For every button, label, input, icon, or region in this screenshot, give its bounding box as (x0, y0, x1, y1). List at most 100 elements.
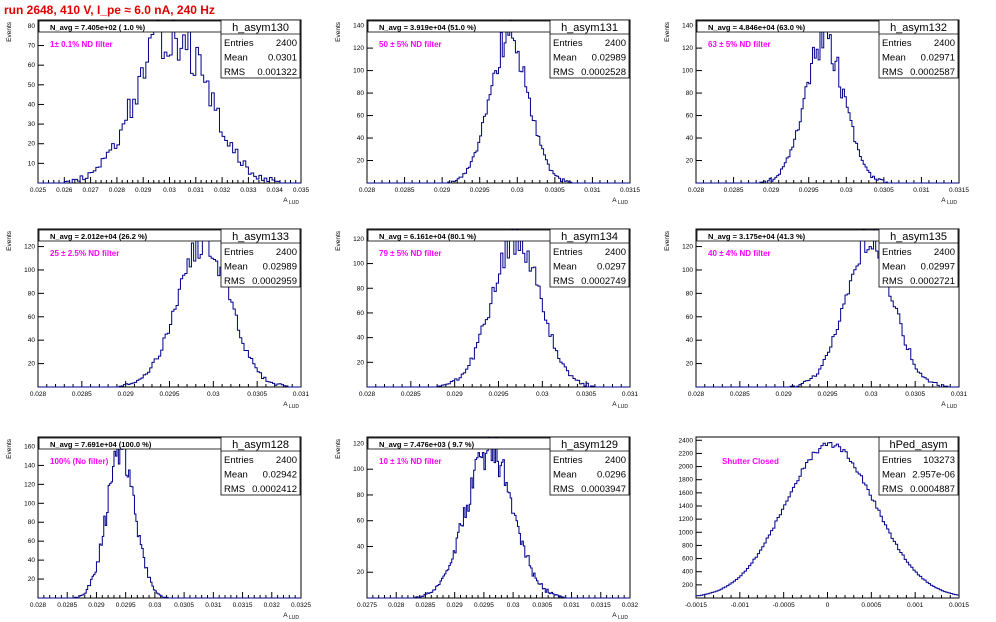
histogram-panel-h_asym130: 0.025 0.026 0.027 0.028 0.029 0.03 0.031 0.032 0… (6, 19, 310, 206)
y-axis-title: Events (6, 21, 13, 42)
y-tick-label: 40 (28, 557, 36, 564)
histogram-panel-h_asym129: 0.0275 0.028 0.0285 0.029 0.0295 0.03 0.0305 0.… (335, 436, 639, 621)
stat-label: Entries (882, 247, 912, 258)
y-tick-label: 40 (686, 337, 694, 344)
stat-label: Mean (553, 53, 577, 64)
x-tick-label: 0.0315 (591, 602, 611, 609)
histogram-line (38, 439, 301, 599)
stat-value: 2400 (605, 38, 626, 49)
histogram-line (696, 442, 959, 597)
y-tick-label: 40 (357, 335, 365, 342)
stats-box (220, 436, 301, 496)
stat-value: 0.02989 (263, 262, 297, 273)
y-tick-label: 800 (682, 542, 693, 549)
x-tick-label: 0.0295 (160, 391, 180, 398)
y-tick-label: 80 (357, 285, 365, 292)
y-tick-label: 80 (28, 290, 36, 297)
x-tick-label: 0.032 (214, 187, 231, 194)
y-axis-title: Events (335, 230, 342, 251)
x-axis-title: A LUD (941, 197, 957, 206)
y-tick-label: 120 (682, 244, 693, 251)
x-tick-label: 0.031 (563, 602, 580, 609)
x-tick-label: 0.0325 (291, 602, 311, 609)
stats-box (549, 228, 630, 288)
filter-note: Shutter Closed (722, 457, 779, 466)
histogram-line (696, 229, 959, 388)
y-tick-label: 80 (28, 23, 36, 30)
x-tick-label: 0.0305 (545, 187, 565, 194)
y-tick-label: 1400 (679, 503, 694, 510)
histogram-name: h_asym133 (232, 231, 289, 243)
navg-label: N_avg = 4.846e+04 (63.0 %) (708, 23, 806, 32)
x-tick-label: 0.03 (207, 391, 220, 398)
y-tick-label: 2000 (679, 464, 694, 471)
x-tick-label: 0.028 (359, 391, 376, 398)
stat-label: RMS (882, 484, 903, 495)
y-tick-label: 120 (24, 481, 35, 488)
y-tick-label: 160 (24, 443, 35, 450)
y-tick-label: 600 (682, 556, 693, 563)
stat-label: Entries (553, 455, 583, 466)
histogram-name: h_asym129 (561, 439, 618, 451)
stat-label: Mean (553, 470, 577, 481)
stats-box (220, 19, 301, 79)
y-tick-label: 20 (28, 141, 36, 148)
y-tick-label: 120 (353, 236, 364, 243)
x-tick-label: 0.03 (865, 391, 878, 398)
x-tick-label: 0.028 (688, 187, 705, 194)
x-axis-title: A LUD (612, 197, 628, 206)
stat-value: 103273 (923, 455, 955, 466)
y-tick-label: 120 (24, 244, 35, 251)
histogram-line (367, 20, 630, 184)
y-axis-title: Events (6, 230, 13, 251)
y-tick-label: 60 (28, 538, 36, 545)
y-tick-label: 120 (353, 45, 364, 52)
histogram-name: h_asym130 (232, 22, 289, 34)
x-tick-label: 0.0285 (395, 187, 415, 194)
filter-note: 100% (No filter) (50, 457, 109, 466)
x-tick-label: 0.032 (622, 602, 639, 609)
y-tick-label: 20 (357, 569, 365, 576)
filter-note: 25 ± 2.5% ND filter (50, 249, 119, 258)
y-tick-label: 60 (28, 62, 36, 69)
stat-value: 0.0002528 (581, 67, 626, 78)
y-tick-label: 140 (24, 462, 35, 469)
stat-label: RMS (553, 67, 574, 78)
x-tick-label: -0.0005 (773, 602, 795, 609)
x-tick-label: 0.032 (264, 602, 281, 609)
stat-value: 2400 (934, 247, 955, 258)
x-tick-label: 0.029 (447, 602, 464, 609)
y-tick-label: 20 (686, 361, 694, 368)
x-tick-label: 0.0305 (905, 391, 925, 398)
stat-label: RMS (882, 67, 903, 78)
y-tick-label: 100 (682, 267, 693, 274)
navg-label: N_avg = 7.476e+03 ( 9.7 %) (379, 440, 475, 449)
x-tick-label: 0.0305 (874, 187, 894, 194)
y-tick-label: 20 (357, 359, 365, 366)
x-tick-label: 0.0315 (620, 187, 640, 194)
histogram-name: h_asym134 (561, 231, 618, 243)
y-tick-label: 1800 (679, 477, 694, 484)
x-tick-label: 0.0005 (861, 602, 881, 609)
stat-label: RMS (553, 484, 574, 495)
x-tick-label: 0.0305 (174, 602, 194, 609)
y-tick-label: 40 (357, 135, 365, 142)
y-tick-label: 60 (28, 314, 36, 321)
filter-note: 10 ± 1% ND filter (379, 457, 442, 466)
filter-note: 1± 0.1% ND filter (50, 40, 113, 49)
y-tick-label: 60 (357, 113, 365, 120)
navg-label: N_avg = 2.012e+04 (26.2 %) (50, 232, 148, 241)
x-tick-label: 0.028 (688, 391, 705, 398)
run-title: run 2648, 410 V, I_pe ≈ 6.0 nA, 240 Hz (4, 3, 215, 17)
x-tick-label: 0.029 (447, 391, 464, 398)
stat-value: 2400 (934, 38, 955, 49)
stat-value: 2400 (605, 455, 626, 466)
x-tick-label: 0.03 (840, 187, 853, 194)
x-tick-label: -0.001 (731, 602, 750, 609)
x-tick-label: 0.03 (536, 391, 549, 398)
x-tick-label: 0.028 (30, 602, 47, 609)
filter-note: 63 ± 5% ND filter (708, 40, 771, 49)
x-tick-label: 0.001 (907, 602, 924, 609)
y-tick-label: 400 (682, 569, 693, 576)
